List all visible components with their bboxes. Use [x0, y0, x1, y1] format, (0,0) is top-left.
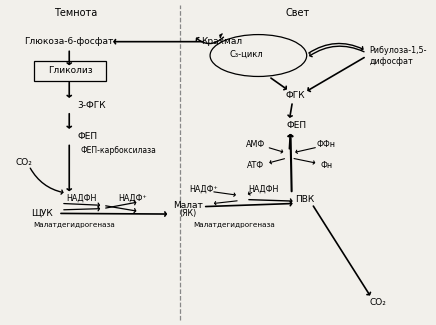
Text: АТФ: АТФ — [247, 161, 264, 170]
Text: CO₂: CO₂ — [16, 158, 32, 167]
Text: НАДФН: НАДФН — [66, 194, 97, 203]
Text: ФЕП-карбоксилаза: ФЕП-карбоксилаза — [81, 146, 157, 155]
Text: Темнота: Темнота — [54, 8, 97, 18]
Text: (ЯК): (ЯК) — [180, 209, 197, 218]
Text: С₃-цикл: С₃-цикл — [229, 50, 263, 59]
Text: НАДФ⁺: НАДФ⁺ — [189, 184, 218, 193]
Text: АМФ: АМФ — [246, 140, 265, 149]
Text: 3-ФГК: 3-ФГК — [78, 101, 106, 110]
Text: Глюкоза-6-фосфат: Глюкоза-6-фосфат — [24, 37, 114, 46]
Text: Малат: Малат — [174, 201, 204, 210]
Text: Рибулоза-1,5-
дифосфат: Рибулоза-1,5- дифосфат — [369, 46, 427, 66]
FancyBboxPatch shape — [34, 61, 106, 81]
Text: Гликолиз: Гликолиз — [48, 67, 92, 75]
Text: ЩУК: ЩУК — [31, 209, 53, 218]
Text: Свет: Свет — [285, 8, 310, 18]
Text: ФЕП: ФЕП — [286, 121, 307, 130]
Text: ФФн: ФФн — [317, 140, 336, 149]
Text: Фн: Фн — [320, 161, 332, 170]
Text: ПВК: ПВК — [295, 195, 314, 204]
Text: ФЕП: ФЕП — [78, 132, 98, 141]
Text: НАДФ⁺: НАДФ⁺ — [119, 194, 147, 203]
Text: Малатдегидрогеназа: Малатдегидрогеназа — [193, 222, 275, 228]
Text: Малатдегидрогеназа: Малатдегидрогеназа — [34, 222, 116, 228]
Text: CO₂: CO₂ — [369, 298, 386, 307]
Text: Крахмал: Крахмал — [201, 37, 242, 46]
Text: ФГК: ФГК — [286, 91, 305, 100]
Text: НАДФН: НАДФН — [249, 184, 279, 193]
